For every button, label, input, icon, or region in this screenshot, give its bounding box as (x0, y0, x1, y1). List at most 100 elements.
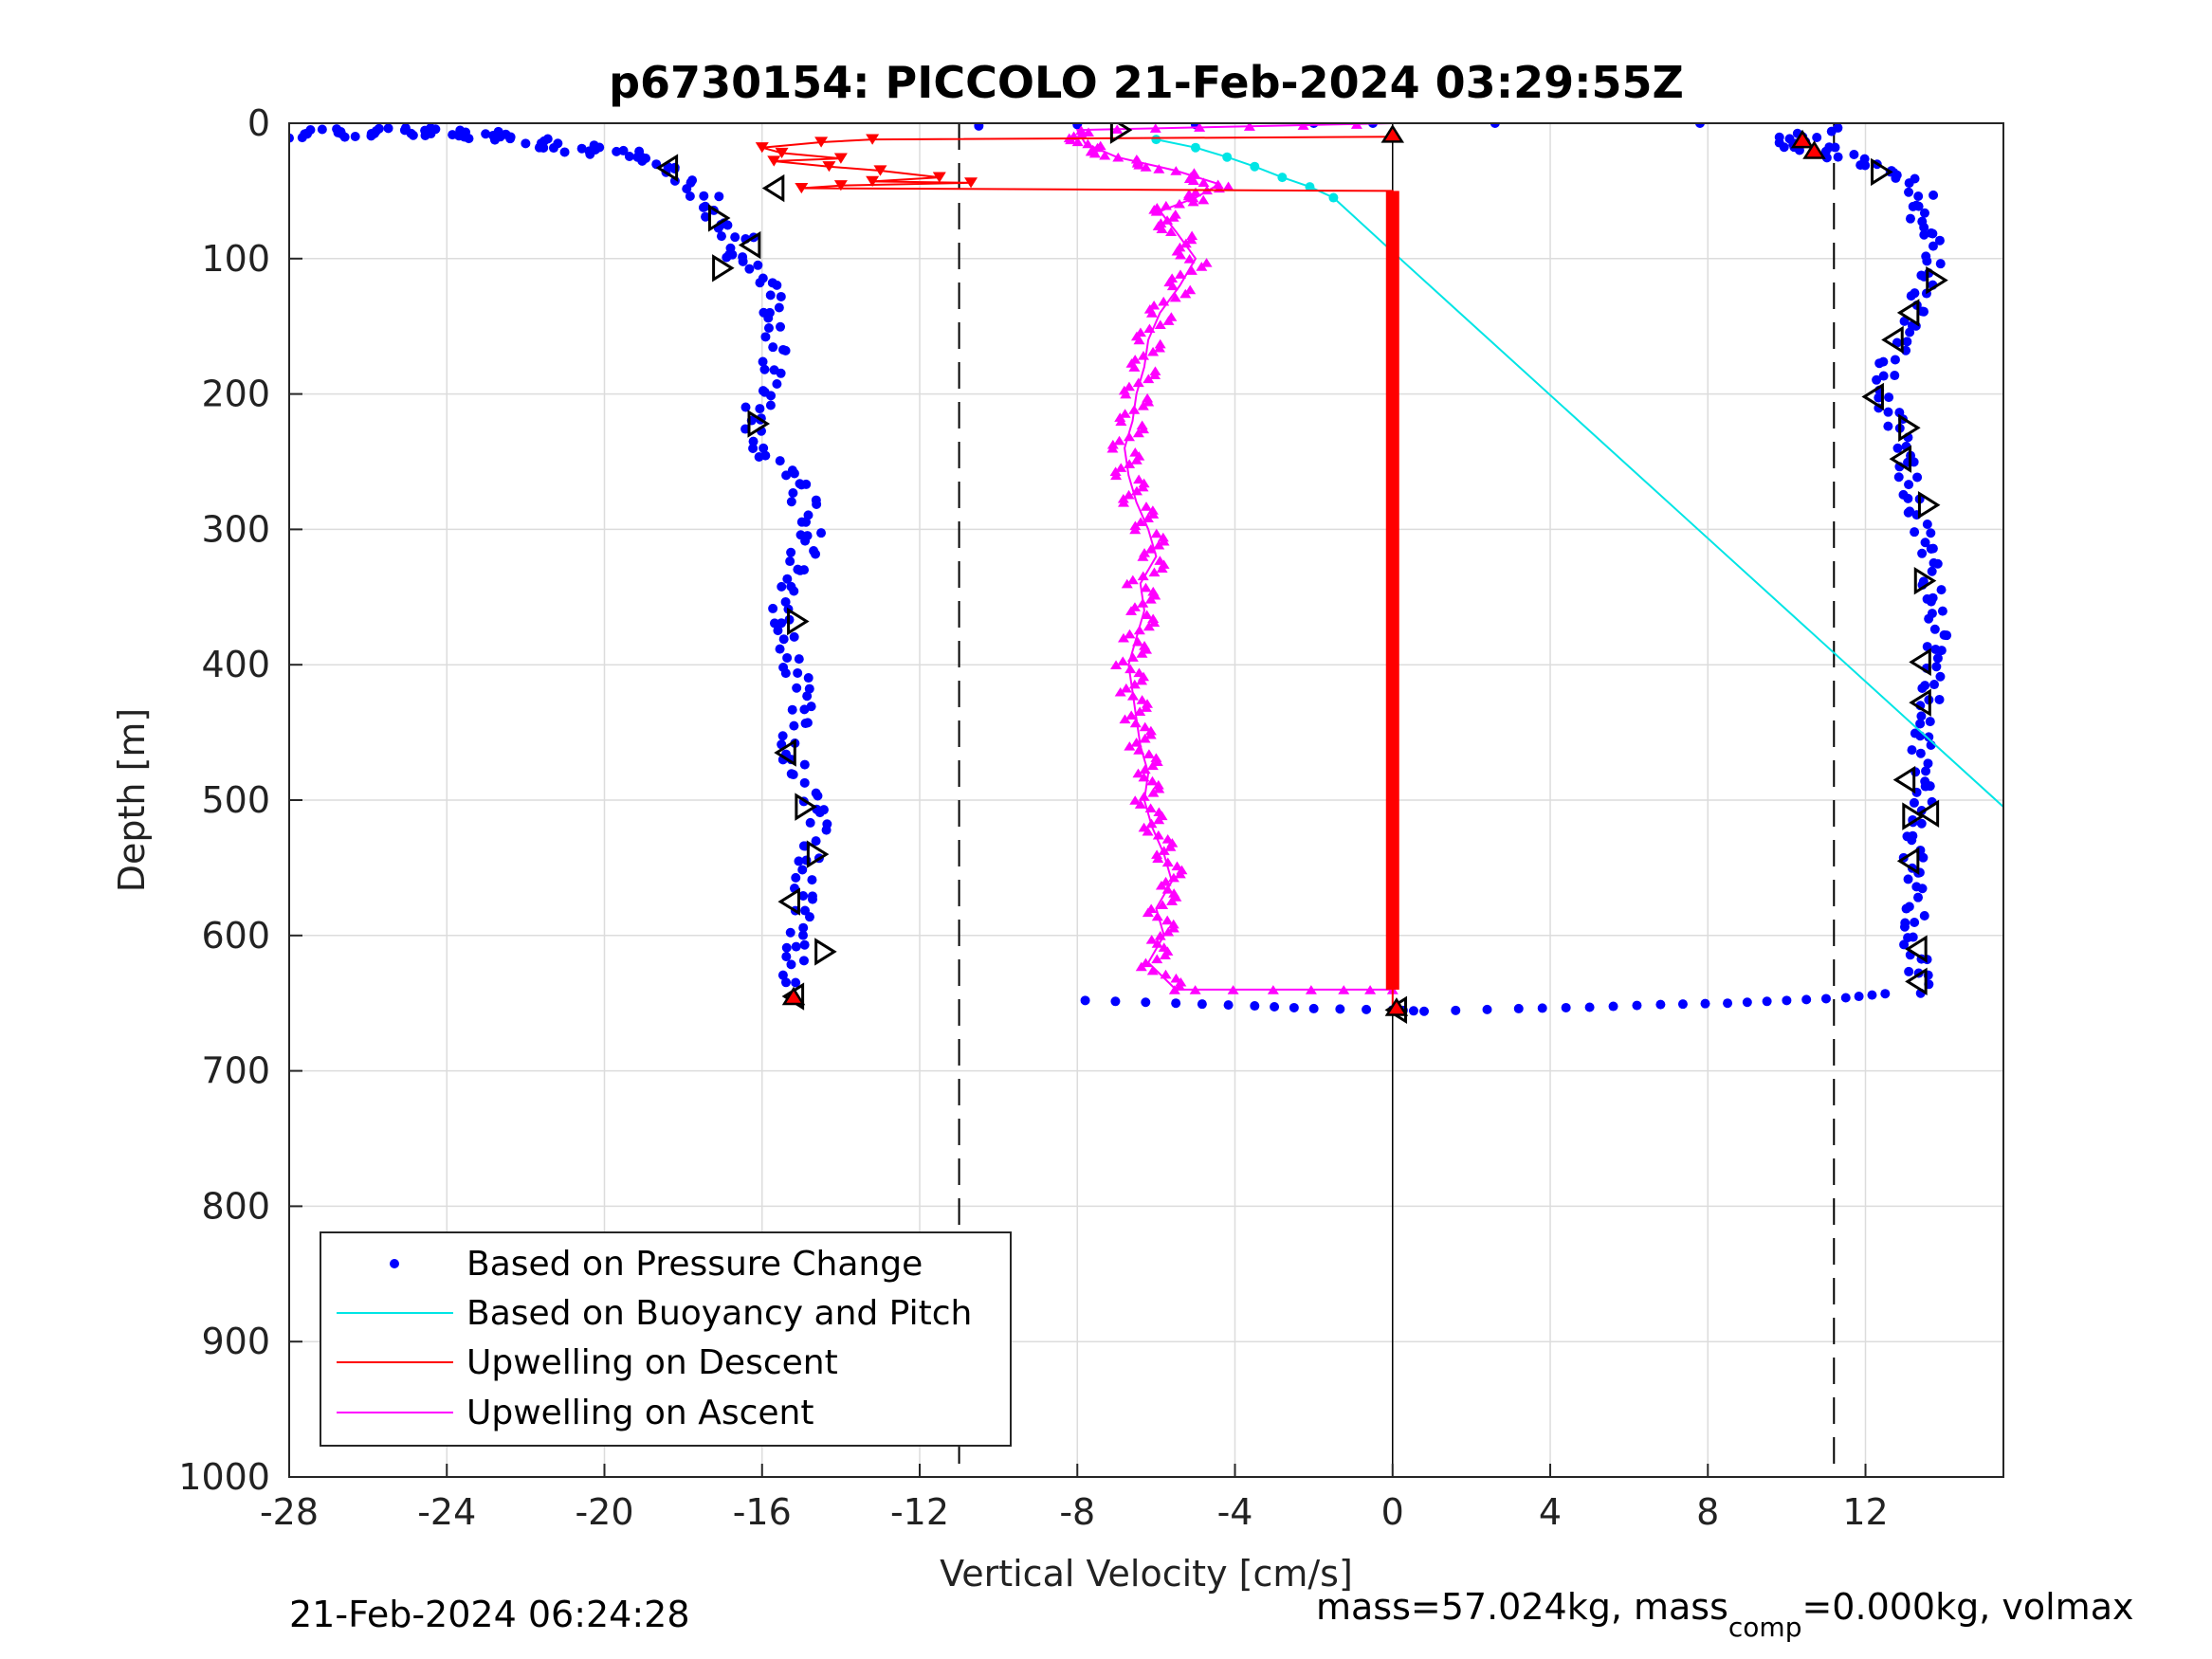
pressure-point-descent (758, 356, 768, 367)
pressure-point-ascent (1872, 374, 1882, 385)
upwelling-ascent-marker (1132, 377, 1144, 388)
upwelling-ascent-marker (1143, 749, 1155, 758)
legend-label-descent: Upwelling on Descent (466, 1343, 838, 1382)
pressure-point-descent (488, 131, 499, 141)
pressure-point-surface (1490, 123, 1500, 128)
upwelling-ascent-marker (1154, 931, 1166, 940)
upwelling-ascent-marker (1148, 300, 1161, 310)
chart-title: p6730154: PICCOLO 21-Feb-2024 03:29:55Z (609, 57, 1684, 108)
upwelling-ascent-marker (1132, 636, 1144, 647)
upwelling-ascent-marker (1212, 179, 1224, 190)
pressure-point-ascent (1919, 910, 1929, 921)
pressure-point-ascent (1902, 337, 1912, 347)
pressure-point-ascent (1878, 371, 1889, 381)
pressure-point-ascent (1923, 758, 1933, 769)
pressure-point-bottom (1141, 997, 1151, 1008)
open-triangle-marker (738, 230, 761, 260)
pressure-point-descent (716, 231, 726, 242)
pressure-point-descent (724, 249, 735, 260)
upwelling-ascent-marker (1162, 926, 1175, 937)
pressure-point-descent (755, 404, 765, 414)
upwelling-ascent-marker (1112, 152, 1124, 162)
open-triangle-marker (1896, 847, 1920, 875)
pressure-point-descent (759, 364, 770, 374)
upwelling-descent-marker (775, 147, 789, 159)
pressure-point-descent (803, 673, 814, 684)
pressure-point-descent (766, 391, 777, 401)
upwelling-ascent-marker (1117, 493, 1129, 503)
upwelling-ascent-marker (1167, 919, 1179, 929)
buoyancy-pitch-point (1305, 182, 1315, 192)
pressure-point-descent (738, 256, 748, 266)
upwelling-ascent-marker (1152, 830, 1164, 840)
pressure-point-descent (685, 191, 695, 201)
upwelling-ascent-marker (1170, 166, 1182, 175)
pressure-point-descent (714, 191, 724, 202)
pressure-point-ascent (1918, 576, 1929, 587)
pressure-point-descent (481, 129, 491, 139)
legend-swatch-pressure (390, 1259, 399, 1268)
upwelling-ascent-marker (1111, 124, 1124, 134)
pressure-point-descent (584, 146, 594, 156)
upwelling-ascent-marker (1130, 485, 1143, 496)
upwelling-ascent-marker (1150, 753, 1162, 762)
pressure-point-ascent (1936, 585, 1947, 595)
pressure-point-descent (778, 634, 789, 645)
pressure-point-descent (594, 142, 605, 153)
pressure-point-descent (769, 618, 779, 629)
upwelling-ascent-marker (1143, 374, 1155, 384)
upwelling-ascent-marker (1155, 218, 1167, 228)
legend-box (320, 1231, 1012, 1447)
filled-triangle-marker (781, 986, 806, 1006)
upwelling-ascent-marker (1158, 942, 1170, 952)
upwelling-ascent-marker (1146, 965, 1159, 975)
pressure-point-descent (811, 836, 821, 847)
pressure-point-ascent (1939, 629, 1949, 640)
upwelling-ascent-marker (1119, 409, 1131, 418)
pressure-point-bottom (1110, 996, 1121, 1007)
pressure-point-descent (786, 547, 796, 557)
pressure-point-ascent (1924, 732, 1934, 742)
upwelling-ascent-marker (1305, 985, 1317, 994)
upwelling-ascent-marker (1129, 355, 1142, 364)
pressure-point-surface (1694, 123, 1705, 128)
upwelling-ascent-marker (1174, 269, 1186, 279)
upwelling-ascent-marker (1167, 872, 1179, 883)
upwelling-ascent-marker (1128, 602, 1141, 611)
y-tick-label: 1000 (178, 1456, 270, 1498)
upwelling-ascent-marker (1114, 686, 1126, 697)
upwelling-ascent-marker (1160, 200, 1172, 210)
upwelling-ascent-marker (1151, 911, 1163, 921)
upwelling-ascent-marker (1144, 803, 1157, 812)
pressure-point-bottom (1820, 994, 1831, 1004)
pressure-point-ascent (1898, 489, 1909, 500)
upwelling-ascent-marker (1185, 265, 1197, 275)
open-triangle-marker (777, 887, 800, 916)
y-tick-label: 600 (201, 915, 270, 957)
y-axis-label: Depth [m] (111, 708, 153, 893)
upwelling-ascent-marker (1161, 215, 1174, 225)
pressure-point-ascent (1904, 480, 1914, 490)
pressure-point-bottom (1537, 1003, 1547, 1013)
x-tick-label: -12 (890, 1491, 949, 1533)
upwelling-ascent-marker (1147, 346, 1160, 356)
upwelling-ascent-marker (1132, 768, 1144, 778)
pressure-point-descent (792, 683, 802, 693)
upwelling-ascent-marker (1154, 338, 1166, 349)
pressure-point-descent (791, 977, 801, 988)
upwelling-ascent-marker (1146, 505, 1159, 515)
pressure-point-descent (814, 808, 825, 818)
pressure-point-bottom (1362, 1004, 1372, 1014)
pressure-point-descent (336, 127, 346, 137)
legend-label-ascent: Upwelling on Ascent (466, 1394, 814, 1432)
open-triangle-marker (1109, 123, 1133, 144)
pressure-point-descent (800, 517, 811, 527)
upwelling-descent-marker (932, 172, 946, 183)
pressure-point-bottom (1335, 1004, 1345, 1014)
open-triangle-marker (774, 738, 796, 767)
upwelling-ascent-marker (1165, 312, 1178, 321)
upwelling-ascent-marker (1134, 799, 1146, 809)
pressure-point-ascent (1911, 200, 1922, 210)
pressure-point-descent (796, 480, 807, 490)
open-triangle-marker (1892, 765, 1916, 794)
